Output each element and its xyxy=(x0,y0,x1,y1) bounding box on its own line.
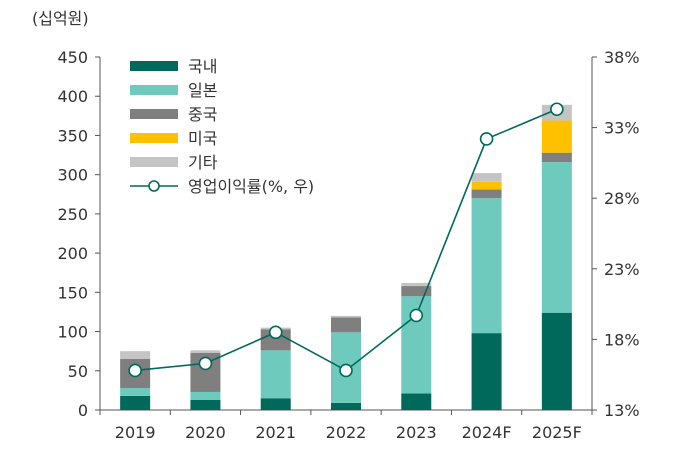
legend-swatch-1 xyxy=(130,85,178,95)
left-y-tick-label: 400 xyxy=(57,87,88,106)
legend-swatch-0 xyxy=(130,61,178,71)
operating-margin-point-2020 xyxy=(198,356,213,371)
x-tick-label: 2021 xyxy=(255,423,296,442)
left-y-tick-label: 250 xyxy=(57,205,88,224)
operating-margin-point-2019 xyxy=(128,363,142,378)
left-y-tick-label: 350 xyxy=(57,126,88,145)
operating-margin-point-2025f xyxy=(550,102,564,117)
bar-segment-2-2022 xyxy=(331,317,361,333)
bar-segment-0-2020 xyxy=(190,399,221,410)
bar-segment-2-2024f xyxy=(471,189,502,199)
bar-segment-1-2021 xyxy=(260,350,291,399)
legend-swatch-4 xyxy=(130,157,178,167)
bar-segment-0-2023 xyxy=(401,393,432,410)
bar-segment-3-2025f xyxy=(541,120,572,153)
bar-segment-2-2021 xyxy=(260,329,291,351)
bar-segment-1-2024f xyxy=(471,198,502,334)
axes: 0 50 100 150 200 250 300 350 400 450 13% 18% 23% 28% 3… xyxy=(57,48,639,420)
line-layer xyxy=(128,102,564,378)
bar-segment-2-2023 xyxy=(401,286,432,297)
right-y-tick-label: 18% xyxy=(604,330,640,349)
x-tick-label: 2023 xyxy=(396,423,437,442)
right-y-tick-label: 33% xyxy=(604,119,640,138)
legend-label: 중국 xyxy=(188,105,217,124)
left-y-tick-label: 450 xyxy=(57,48,88,67)
operating-margin-point-2021 xyxy=(268,325,283,340)
legend-label: 국내 xyxy=(188,57,217,76)
right-y-tick-label: 38% xyxy=(604,48,640,67)
x-tick-label: 2025F xyxy=(532,423,582,442)
bar-segment-0-2022 xyxy=(331,402,361,410)
legend-label: 영업이익률(%, 우) xyxy=(188,177,314,196)
right-y-tick-label: 13% xyxy=(604,401,640,420)
x-axis-ticks: 2019 2020 2021 2022 2023 2024F 2025F xyxy=(99,410,593,442)
bar-segment-1-2025f xyxy=(541,162,572,313)
bar-segment-4-2024f xyxy=(471,173,502,182)
bar-segment-0-2019 xyxy=(120,395,151,410)
left-y-tick-label: 150 xyxy=(57,283,88,302)
x-tick-label: 2024F xyxy=(462,423,512,442)
left-y-tick-label: 100 xyxy=(57,323,88,342)
x-tick-label: 2020 xyxy=(185,423,226,442)
legend-swatch-3 xyxy=(130,133,178,143)
bar-segment-0-2021 xyxy=(260,398,291,410)
left-y-tick-label: 300 xyxy=(57,166,88,185)
x-tick-label: 2019 xyxy=(115,423,156,442)
bar-segment-0-2025f xyxy=(541,312,572,410)
left-axis-unit-label: (십억원) xyxy=(32,9,89,28)
legend-label: 일본 xyxy=(188,81,217,100)
left-y-tick-label: 0 xyxy=(78,401,88,420)
legend-label: 기타 xyxy=(188,153,218,172)
bar-segment-4-2019 xyxy=(120,351,151,360)
legend-label: 미국 xyxy=(188,129,217,148)
operating-margin-point-2022 xyxy=(339,363,353,378)
operating-margin-point-2023 xyxy=(409,308,424,323)
bar-layer xyxy=(120,104,572,410)
operating-margin-point-2024f xyxy=(479,132,494,146)
legend-swatch-2 xyxy=(130,109,178,119)
bar-segment-1-2019 xyxy=(120,388,151,396)
bar-segment-4-2020 xyxy=(190,350,221,353)
bar-segment-0-2024f xyxy=(471,333,502,410)
bar-segment-3-2024f xyxy=(471,181,502,190)
bar-segment-4-2022 xyxy=(331,315,361,318)
left-y-tick-label: 50 xyxy=(68,362,88,381)
right-y-tick-label: 28% xyxy=(604,189,640,208)
right-y-tick-label: 23% xyxy=(604,260,640,279)
x-tick-label: 2022 xyxy=(326,423,367,442)
bar-segment-2-2025f xyxy=(541,152,572,163)
bar-segment-4-2023 xyxy=(401,282,432,287)
legend-line-marker xyxy=(148,180,160,192)
left-y-tick-label: 200 xyxy=(57,244,88,263)
bar-segment-1-2020 xyxy=(190,391,221,400)
